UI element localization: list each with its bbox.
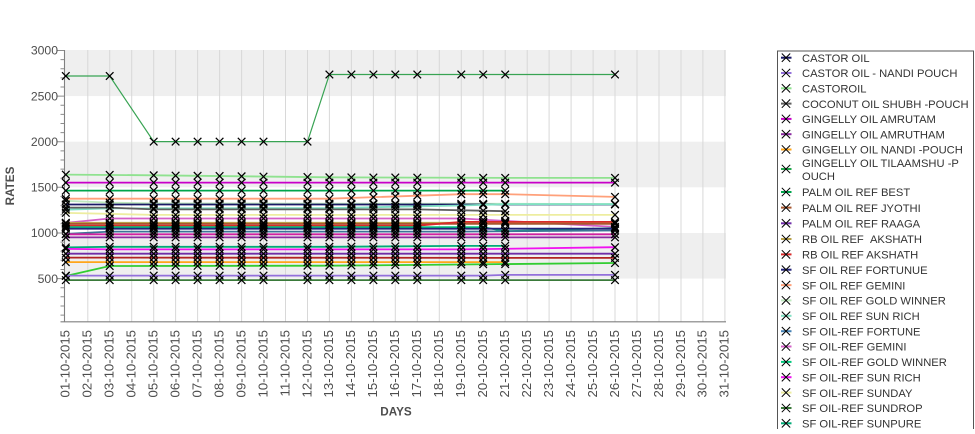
svg-text:1000: 1000 bbox=[31, 226, 58, 240]
svg-text:PALM OIL REF RAAGA: PALM OIL REF RAAGA bbox=[802, 219, 921, 231]
svg-text:GINGELLY OIL NANDI -POUCH: GINGELLY OIL NANDI -POUCH bbox=[802, 145, 963, 157]
svg-text:13-10-2015: 13-10-2015 bbox=[321, 330, 336, 397]
svg-text:1500: 1500 bbox=[31, 181, 58, 195]
svg-text:18-10-2015: 18-10-2015 bbox=[431, 330, 446, 397]
svg-text:OUCH: OUCH bbox=[802, 171, 835, 183]
svg-text:SF OIL-REF SUNPURE: SF OIL-REF SUNPURE bbox=[802, 419, 921, 430]
svg-text:15-10-2015: 15-10-2015 bbox=[365, 330, 380, 397]
svg-text:2000: 2000 bbox=[31, 135, 58, 149]
svg-text:19-10-2015: 19-10-2015 bbox=[453, 330, 468, 397]
svg-text:RATES: RATES bbox=[4, 166, 17, 205]
svg-text:CASTOR OIL - NANDI POUCH: CASTOR OIL - NANDI POUCH bbox=[802, 68, 957, 80]
svg-text:24-10-2015: 24-10-2015 bbox=[563, 330, 578, 397]
svg-text:23-10-2015: 23-10-2015 bbox=[541, 330, 556, 397]
svg-text:GINGELLY OIL AMRUTHAM: GINGELLY OIL AMRUTHAM bbox=[802, 129, 945, 141]
svg-text:SF OIL REF SUN RICH: SF OIL REF SUN RICH bbox=[802, 311, 920, 323]
svg-text:SF OIL REF GOLD WINNER: SF OIL REF GOLD WINNER bbox=[802, 296, 946, 308]
svg-text:CASTOR OIL: CASTOR OIL bbox=[802, 53, 870, 65]
svg-text:07-10-2015: 07-10-2015 bbox=[189, 330, 204, 397]
svg-text:21-10-2015: 21-10-2015 bbox=[497, 330, 512, 397]
svg-text:29-10-2015: 29-10-2015 bbox=[673, 330, 688, 397]
svg-text:14-10-2015: 14-10-2015 bbox=[343, 330, 358, 397]
svg-text:CASTOROIL: CASTOROIL bbox=[802, 84, 866, 96]
svg-text:COCONUT OIL SHUBH -POUCH: COCONUT OIL SHUBH -POUCH bbox=[802, 99, 969, 111]
svg-text:30-10-2015: 30-10-2015 bbox=[695, 330, 710, 397]
svg-text:25-10-2015: 25-10-2015 bbox=[585, 330, 600, 397]
svg-text:PALM OIL REF BEST: PALM OIL REF BEST bbox=[802, 187, 910, 199]
svg-text:SF OIL-REF GEMINI: SF OIL-REF GEMINI bbox=[802, 342, 906, 354]
svg-text:27-10-2015: 27-10-2015 bbox=[629, 330, 644, 397]
svg-text:22-10-2015: 22-10-2015 bbox=[519, 330, 534, 397]
svg-text:SF OIL-REF GOLD WINNER: SF OIL-REF GOLD WINNER bbox=[802, 357, 947, 369]
svg-text:16-10-2015: 16-10-2015 bbox=[387, 330, 402, 397]
svg-text:PALM OIL REF JYOTHI: PALM OIL REF JYOTHI bbox=[802, 203, 921, 215]
svg-text:17-10-2015: 17-10-2015 bbox=[409, 330, 424, 397]
svg-text:10-10-2015: 10-10-2015 bbox=[255, 330, 270, 397]
svg-text:12-10-2015: 12-10-2015 bbox=[299, 330, 314, 397]
svg-text:2500: 2500 bbox=[31, 89, 58, 103]
svg-text:GINGELLY OIL TILAAMSHU -P: GINGELLY OIL TILAAMSHU -P bbox=[802, 158, 959, 170]
svg-text:SF OIL REF FORTUNUE: SF OIL REF FORTUNUE bbox=[802, 265, 928, 277]
svg-text:26-10-2015: 26-10-2015 bbox=[607, 330, 622, 397]
svg-text:08-10-2015: 08-10-2015 bbox=[211, 330, 226, 397]
svg-text:09-10-2015: 09-10-2015 bbox=[233, 330, 248, 397]
svg-text:DAYS: DAYS bbox=[380, 406, 412, 419]
svg-text:SF OIL-REF SUNDROP: SF OIL-REF SUNDROP bbox=[802, 403, 923, 415]
svg-text:RB OIL REF AKSHATH: RB OIL REF AKSHATH bbox=[802, 250, 918, 262]
svg-text:SF OIL-REF SUN RICH: SF OIL-REF SUN RICH bbox=[802, 372, 921, 384]
svg-text:06-10-2015: 06-10-2015 bbox=[167, 330, 182, 397]
svg-text:SF OIL REF GEMINI: SF OIL REF GEMINI bbox=[802, 280, 905, 292]
svg-text:01-10-2015: 01-10-2015 bbox=[58, 330, 73, 397]
svg-text:02-10-2015: 02-10-2015 bbox=[80, 330, 95, 397]
svg-text:11-10-2015: 11-10-2015 bbox=[277, 330, 292, 396]
svg-text:3000: 3000 bbox=[31, 44, 58, 58]
svg-text:03-10-2015: 03-10-2015 bbox=[102, 330, 117, 397]
svg-text:SF OIL-REF SUNDAY: SF OIL-REF SUNDAY bbox=[802, 388, 913, 400]
svg-text:31-10-2015: 31-10-2015 bbox=[717, 330, 732, 397]
svg-text:04-10-2015: 04-10-2015 bbox=[124, 330, 139, 397]
svg-text:500: 500 bbox=[38, 272, 59, 286]
svg-text:RB OIL REF AKSHATH: RB OIL REF AKSHATH bbox=[802, 234, 922, 246]
svg-text:20-10-2015: 20-10-2015 bbox=[475, 330, 490, 397]
svg-text:GINGELLY OIL AMRUTAM: GINGELLY OIL AMRUTAM bbox=[802, 114, 936, 126]
svg-text:05-10-2015: 05-10-2015 bbox=[146, 330, 161, 397]
svg-text:SF OIL-REF FORTUNE: SF OIL-REF FORTUNE bbox=[802, 326, 921, 338]
svg-text:28-10-2015: 28-10-2015 bbox=[651, 330, 666, 397]
